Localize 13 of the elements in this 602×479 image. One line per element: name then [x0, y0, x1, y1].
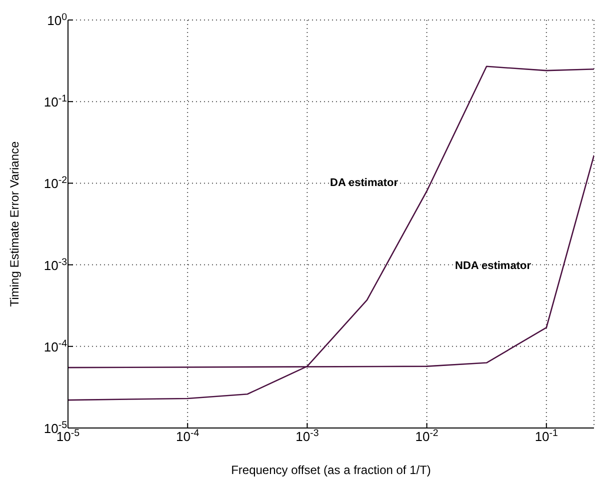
x-tick-label: 10$^{-3}$: [296, 428, 319, 444]
x-tick-label: 10$^{-2}$: [415, 428, 438, 444]
y-tick-label: 10$^{-4}$: [44, 338, 68, 354]
y-tick-label: 10$^{-1}$: [44, 93, 67, 110]
x-axis-title: Frequency offset (as a fraction of 1/T): [231, 463, 431, 477]
annotation: DA estimator: [330, 177, 399, 189]
x-tick-label: 10$^{-1}$: [534, 428, 558, 444]
annotation: NDA estimator: [455, 260, 532, 272]
x-tick-label: 10$^{-4}$: [176, 428, 200, 444]
y-tick-label: 10$^{-3}$: [44, 256, 67, 273]
y-tick-label: 10$^{0}$: [47, 12, 68, 28]
y-axis-title: Timing Estimate Error Variance: [7, 140, 22, 307]
y-tick-label: 10$^{-2}$: [44, 174, 67, 192]
